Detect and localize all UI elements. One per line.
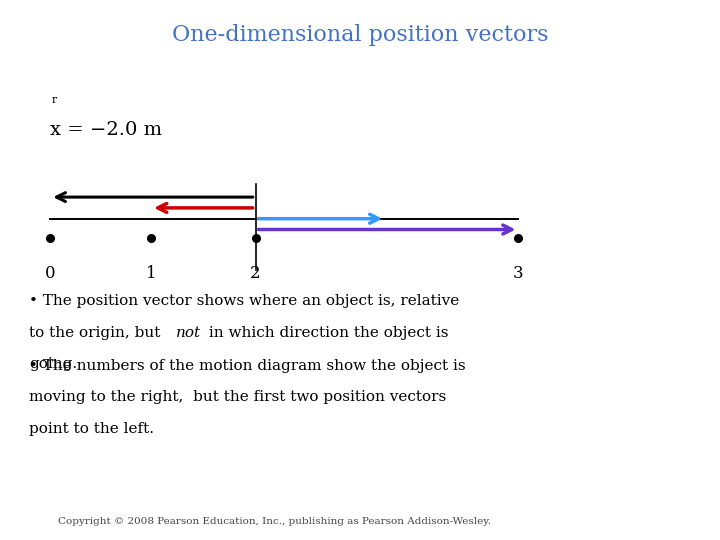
Text: not: not xyxy=(176,326,202,340)
Text: moving to the right,  but the first two position vectors: moving to the right, but the first two p… xyxy=(29,390,446,404)
Text: to the origin, but: to the origin, but xyxy=(29,326,165,340)
Text: 2: 2 xyxy=(251,265,261,281)
Text: r: r xyxy=(52,95,57,105)
Text: • The position vector shows where an object is, relative: • The position vector shows where an obj… xyxy=(29,294,459,308)
Text: Copyright © 2008 Pearson Education, Inc., publishing as Pearson Addison-Wesley.: Copyright © 2008 Pearson Education, Inc.… xyxy=(58,517,490,526)
Text: point to the left.: point to the left. xyxy=(29,422,154,436)
Text: in which direction the object is: in which direction the object is xyxy=(204,326,449,340)
Text: One-dimensional position vectors: One-dimensional position vectors xyxy=(172,24,548,46)
Text: 3: 3 xyxy=(513,265,523,281)
Text: x = −2.0 m: x = −2.0 m xyxy=(50,120,163,139)
Text: 1: 1 xyxy=(146,265,156,281)
Text: • The numbers of the motion diagram show the object is: • The numbers of the motion diagram show… xyxy=(29,359,465,373)
Text: going.: going. xyxy=(29,357,77,371)
Text: 0: 0 xyxy=(45,265,55,281)
